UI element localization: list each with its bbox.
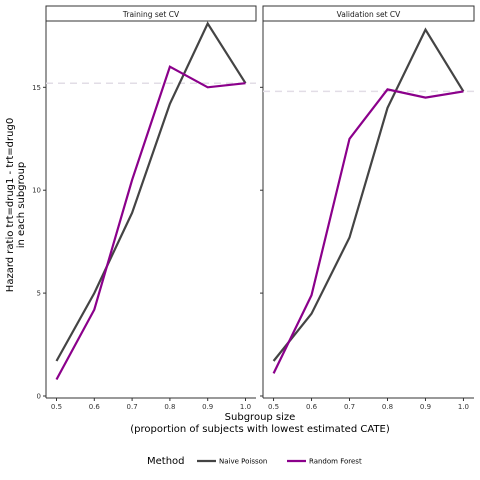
x-tick-label: 1.0 [458,403,469,411]
y-axis-title: in each subgroup [16,162,27,249]
y-tick-label: 15 [32,84,41,92]
panel-title: Validation set CV [337,10,402,19]
x-tick-label: 0.8 [382,403,393,411]
x-tick-label: 1.0 [240,403,251,411]
series-line [272,88,464,374]
legend-label: Naive Poisson [219,458,267,466]
y-tick-label: 0 [37,393,41,401]
series-line [55,21,247,362]
x-tick-label: 0.5 [268,403,279,411]
x-tick-label: 0.5 [51,403,62,411]
panel-strip [45,5,257,22]
y-tick-label: 10 [32,187,41,195]
x-tick-label: 0.9 [202,403,213,411]
legend-label: Random Forest [309,458,362,466]
panel-strip [262,5,475,22]
panel-title: Training set CV [122,10,180,19]
x-tick-label: 0.6 [89,403,101,411]
x-tick-label: 0.8 [164,403,175,411]
series-line [55,65,246,381]
x-tick-label: 0.9 [420,403,431,411]
x-axis-title: Subgroup size [225,412,296,423]
x-axis-title: (proportion of subjects with lowest esti… [130,424,390,435]
y-tick-label: 5 [37,290,41,298]
y-axis-title: Hazard ratio trt=drug1 - trt=drug0 [5,118,16,292]
series-line [272,27,465,362]
legend-title: Method [147,456,185,467]
x-tick-label: 0.6 [306,403,318,411]
x-tick-label: 0.7 [344,403,355,411]
x-tick-label: 0.7 [127,403,138,411]
